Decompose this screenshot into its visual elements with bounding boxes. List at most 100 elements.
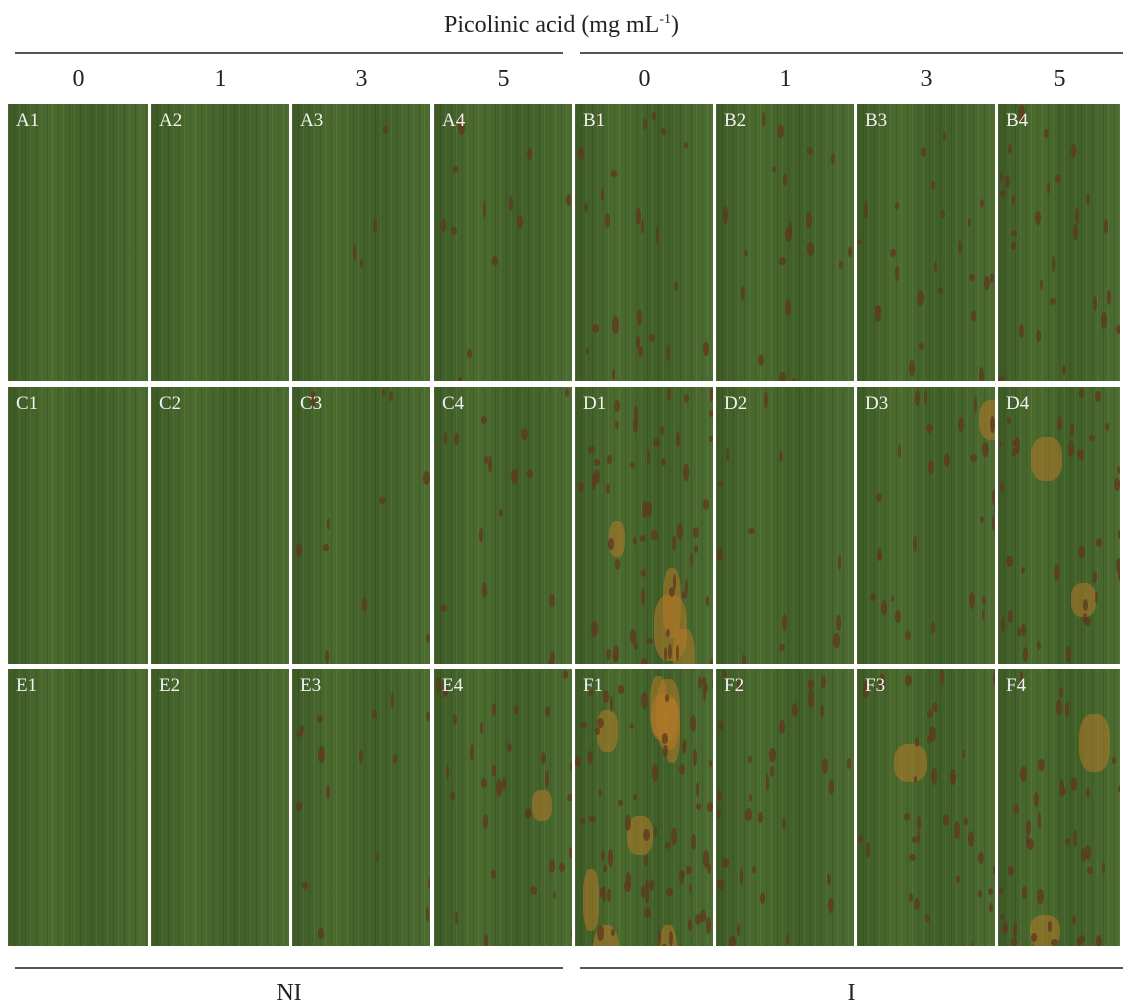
lesion [1034,791,1040,808]
lesion [926,424,933,433]
lesion [1111,756,1117,765]
lesion [1117,530,1120,539]
lesion [632,793,638,801]
lesion [992,514,995,532]
lesion [983,275,991,290]
lesion [668,644,673,660]
lesion [598,114,602,121]
column-label: 1 [779,66,792,92]
lesion [771,165,777,173]
lesion [604,213,611,228]
lesion [1040,278,1044,290]
lesion [821,676,826,689]
lesion [382,125,388,135]
lesion [660,426,664,436]
lesion [629,722,635,730]
lesion [645,886,649,904]
lesion [642,500,648,518]
lesion [967,218,972,227]
lesion [979,199,984,209]
lesion [923,389,928,406]
lesion [1094,391,1101,403]
panel-label: C3 [300,393,323,414]
lesion [428,875,430,891]
lesion [1088,434,1095,442]
leaf-panel: A4 [434,104,572,381]
column-label: 0 [638,66,651,92]
lesion [999,887,1004,895]
panel-label: C2 [159,393,182,414]
lesion [1007,417,1012,424]
lesion [717,481,724,488]
lesion [549,593,555,608]
lesion [637,308,642,326]
lesion [837,555,842,571]
lesion [1036,330,1041,343]
rule [15,967,563,969]
lesion [1046,182,1050,195]
lesion [661,127,666,136]
lesion [1072,830,1078,848]
lesion [648,878,655,892]
lesion [372,710,378,720]
lesion [559,863,566,872]
lesion [978,889,983,898]
lesion [785,934,790,944]
lesion [784,298,791,316]
panel-label: D1 [583,393,607,414]
lesion [310,390,317,407]
lesion [296,543,302,558]
column-label: 5 [497,66,510,92]
lesion [483,456,488,465]
lesion [1000,189,1006,197]
lesion [752,865,756,874]
lesion [1116,558,1120,573]
lesion [782,173,788,186]
lesion [591,621,598,637]
lesion [909,854,916,861]
lesion [1037,640,1041,651]
lesion [653,825,658,837]
lesion [716,546,723,561]
lesion [919,343,924,351]
lesion [640,658,648,664]
lesion [982,441,989,457]
lesion [491,256,498,266]
lesion [1004,175,1010,188]
lesion [325,784,331,799]
lesion [716,789,722,802]
lesion [454,912,458,926]
lesion [382,389,386,398]
lesion [597,789,602,797]
lesion [608,849,613,867]
lesion [875,304,881,323]
lesion [939,669,944,685]
lesion [761,111,765,127]
lesion [479,721,484,734]
lesion [1020,624,1026,637]
lesion [643,829,651,842]
lesion [603,865,608,872]
lesion [1093,295,1097,311]
lesion [989,416,995,433]
lesion [1116,466,1120,474]
lesion [606,648,611,660]
lesion [594,469,600,484]
lesion [905,630,912,640]
group-label: I [847,980,856,1006]
column-label: 3 [920,66,933,92]
lesion [649,334,656,342]
lesion [1070,776,1078,792]
lesion [566,793,572,802]
lesion [931,620,936,634]
lesion [458,117,466,136]
lesion [779,371,786,381]
lesion [689,714,697,733]
lesion [1106,290,1112,305]
lesion [694,913,701,926]
leaf-panel: C4 [434,387,572,664]
leaf-panel: D1 [575,387,713,664]
lesion [702,682,709,693]
lesion [1084,616,1091,626]
lesion [646,448,651,466]
